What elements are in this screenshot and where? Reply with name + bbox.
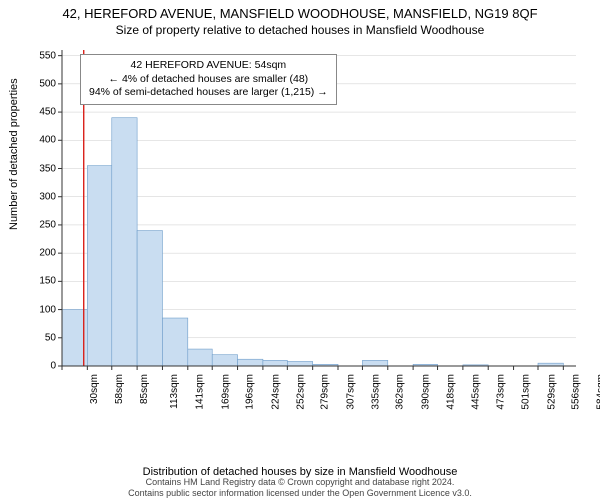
x-tick-label: 418sqm (446, 374, 457, 410)
x-tick-label: 556sqm (571, 374, 582, 410)
x-tick-label: 252sqm (295, 374, 306, 410)
y-tick-label: 400 (39, 135, 56, 146)
y-tick-label: 0 (50, 361, 56, 372)
y-tick-label: 200 (39, 248, 56, 259)
chart-title: 42, HEREFORD AVENUE, MANSFIELD WOODHOUSE… (0, 0, 600, 21)
y-tick-label: 450 (39, 107, 56, 118)
x-tick-label: 85sqm (139, 374, 150, 404)
footer-attribution: Contains HM Land Registry data © Crown c… (0, 477, 600, 498)
x-tick-label: 501sqm (521, 374, 532, 410)
x-tick-label: 335sqm (371, 374, 382, 410)
footer-line-1: Contains HM Land Registry data © Crown c… (0, 477, 600, 487)
x-axis-label: Distribution of detached houses by size … (0, 466, 600, 478)
annotation-line-3: 94% of semi-detached houses are larger (… (89, 86, 328, 100)
x-tick-label: 169sqm (220, 374, 231, 410)
annotation-callout: 42 HEREFORD AVENUE: 54sqm ← 4% of detach… (80, 54, 337, 105)
x-tick-label: 224sqm (270, 374, 281, 410)
x-tick-label: 58sqm (114, 374, 125, 404)
x-tick-label: 584sqm (596, 374, 600, 410)
chart-container: 42, HEREFORD AVENUE, MANSFIELD WOODHOUSE… (0, 0, 600, 500)
y-tick-label: 150 (39, 276, 56, 287)
y-axis-label: Number of detached properties (8, 78, 20, 230)
x-tick-label: 390sqm (420, 374, 431, 410)
x-tick-label: 307sqm (345, 374, 356, 410)
y-tick-label: 250 (39, 219, 56, 230)
chart-subtitle: Size of property relative to detached ho… (0, 21, 600, 37)
y-tick-label: 500 (39, 78, 56, 89)
annotation-line-2: ← 4% of detached houses are smaller (48) (89, 73, 328, 87)
y-tick-label: 350 (39, 163, 56, 174)
x-tick-label: 529sqm (546, 374, 557, 410)
annotation-line-1: 42 HEREFORD AVENUE: 54sqm (89, 59, 328, 73)
x-tick-label: 445sqm (470, 374, 481, 410)
y-tick-label: 50 (45, 332, 56, 343)
x-tick-label: 473sqm (495, 374, 506, 410)
y-tick-label: 100 (39, 304, 56, 315)
y-tick-label: 300 (39, 191, 56, 202)
y-tick-label: 550 (39, 50, 56, 61)
x-tick-label: 362sqm (395, 374, 406, 410)
x-tick-label: 113sqm (169, 374, 180, 409)
footer-line-2: Contains public sector information licen… (0, 488, 600, 498)
x-tick-label: 279sqm (320, 374, 331, 410)
x-tick-label: 196sqm (245, 374, 256, 410)
x-tick-label: 141sqm (195, 374, 206, 410)
x-tick-label: 30sqm (89, 374, 100, 404)
